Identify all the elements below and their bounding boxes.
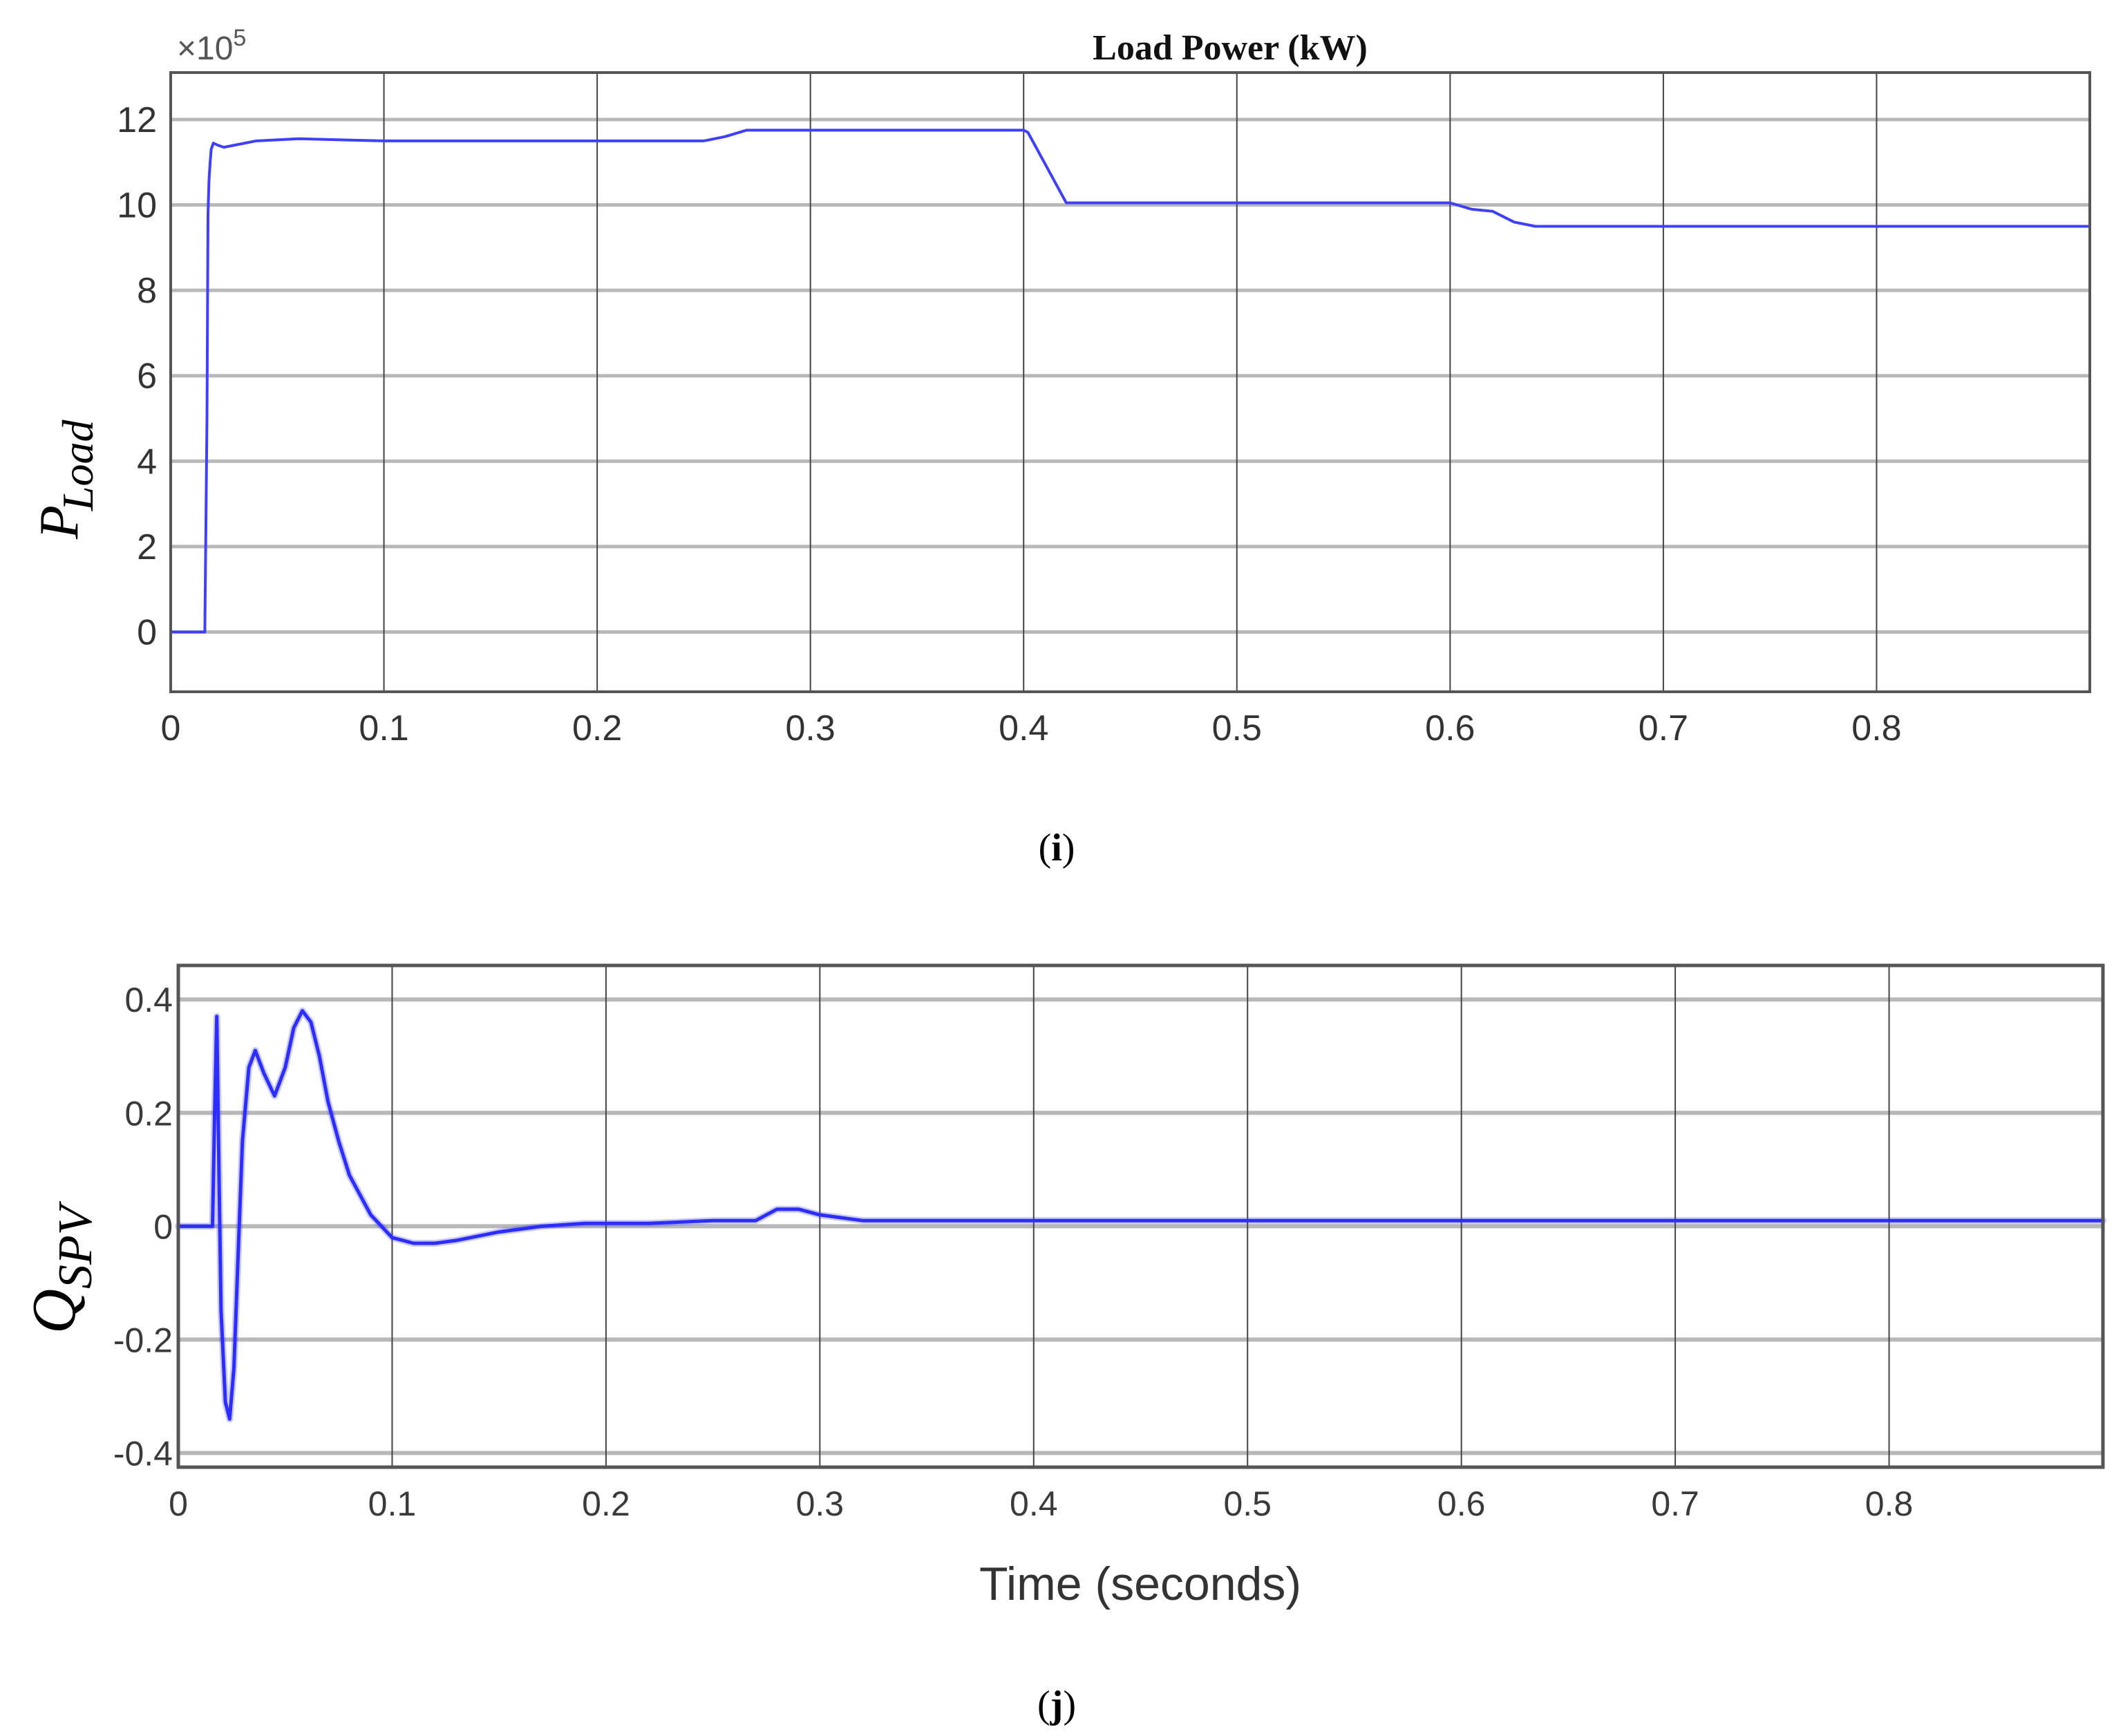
y-exponent-label: ×105 — [177, 25, 246, 67]
x-tick-label: 0 — [169, 1484, 188, 1523]
panel-caption-i: (i) — [1039, 827, 1075, 869]
x-tick-label: 0.4 — [1010, 1484, 1058, 1523]
y-exponent-power: 5 — [233, 25, 246, 51]
plot-frame-load-power — [169, 71, 2091, 693]
x-tick-labels-load-power: 0 0.1 0.2 0.3 0.4 0.5 0.6 0.7 0.8 — [161, 708, 1902, 748]
y-axis-label-subscript: Load — [53, 419, 102, 512]
y-tick-label: 0 — [153, 1207, 173, 1246]
y-exponent-base: ×10 — [177, 30, 233, 67]
grid-load-power — [171, 73, 2090, 692]
x-tick-label: 0.3 — [796, 1484, 844, 1523]
x-tick-labels-q-spv: 0 0.1 0.2 0.3 0.4 0.5 0.6 0.7 0.8 — [169, 1484, 1913, 1523]
x-tick-label: 0.7 — [1639, 708, 1688, 748]
y-tick-label: 2 — [137, 527, 157, 567]
y-tick-label: -0.2 — [113, 1321, 173, 1359]
panel-caption-j: (j) — [1037, 1683, 1076, 1726]
y-axis-label-load-power: PLoad — [29, 419, 102, 540]
grid-q-spv — [178, 965, 2103, 1467]
plot-frame-q-spv — [176, 963, 2105, 1469]
chart-q-spv: 0 0.1 0.2 0.3 0.4 0.5 0.6 0.7 0.8 -0.4 -0.2 0 0.2 0.… — [20, 963, 2106, 1726]
chart-load-power: 0 0.1 0.2 0.3 0.4 0.5 0.6 0.7 0.8 0 2 4 6 8 10 12 ×105… — [29, 25, 2091, 869]
series-line-q-spv — [176, 1009, 2105, 1421]
plot-area-q-spv — [178, 965, 2103, 1467]
x-tick-label: 0.4 — [999, 708, 1048, 748]
x-tick-label: 0.3 — [786, 708, 836, 748]
y-tick-labels-q-spv: -0.4 -0.2 0 0.2 0.4 — [113, 981, 173, 1473]
y-axis-label-main: P — [29, 505, 90, 540]
x-tick-label: 0.8 — [1851, 708, 1901, 748]
x-tick-label: 0.6 — [1437, 1484, 1486, 1523]
panel-caption-j-letter: j — [1050, 1683, 1064, 1726]
x-tick-label: 0 — [161, 708, 181, 748]
x-tick-label: 0.8 — [1865, 1484, 1914, 1523]
y-tick-label: 12 — [117, 100, 157, 140]
x-tick-label: 0.2 — [572, 708, 622, 748]
y-tick-label: 0.4 — [124, 981, 173, 1019]
y-axis-label-subscript: SPV — [49, 1200, 102, 1289]
y-tick-label: -0.4 — [113, 1434, 173, 1473]
x-tick-label: 0.1 — [368, 1484, 417, 1523]
y-axis-label-main: Q — [20, 1289, 88, 1334]
x-tick-label: 0.7 — [1651, 1484, 1699, 1523]
x-tick-label: 0.5 — [1223, 1484, 1272, 1523]
y-tick-label: 10 — [117, 186, 157, 226]
y-tick-label: 8 — [137, 271, 157, 311]
x-tick-label: 0.1 — [359, 708, 408, 748]
y-tick-label: 4 — [137, 442, 157, 482]
x-tick-label: 0.6 — [1425, 708, 1475, 748]
y-tick-label: 6 — [137, 357, 157, 397]
y-tick-label: 0.2 — [124, 1094, 173, 1133]
series-line-load-power — [169, 129, 2091, 634]
chart-title: Load Power (kW) — [1093, 28, 1368, 68]
panel-caption-i-letter: i — [1051, 827, 1062, 869]
y-tick-labels-load-power: 0 2 4 6 8 10 12 — [117, 100, 157, 653]
x-tick-label: 0.2 — [582, 1484, 630, 1523]
x-axis-label-q-spv: Time (seconds) — [979, 1558, 1301, 1610]
plot-area-load-power — [171, 73, 2090, 692]
x-tick-label: 0.5 — [1212, 708, 1262, 748]
y-axis-label-q-spv: QSPV — [20, 1200, 102, 1334]
y-tick-label: 0 — [137, 612, 157, 652]
